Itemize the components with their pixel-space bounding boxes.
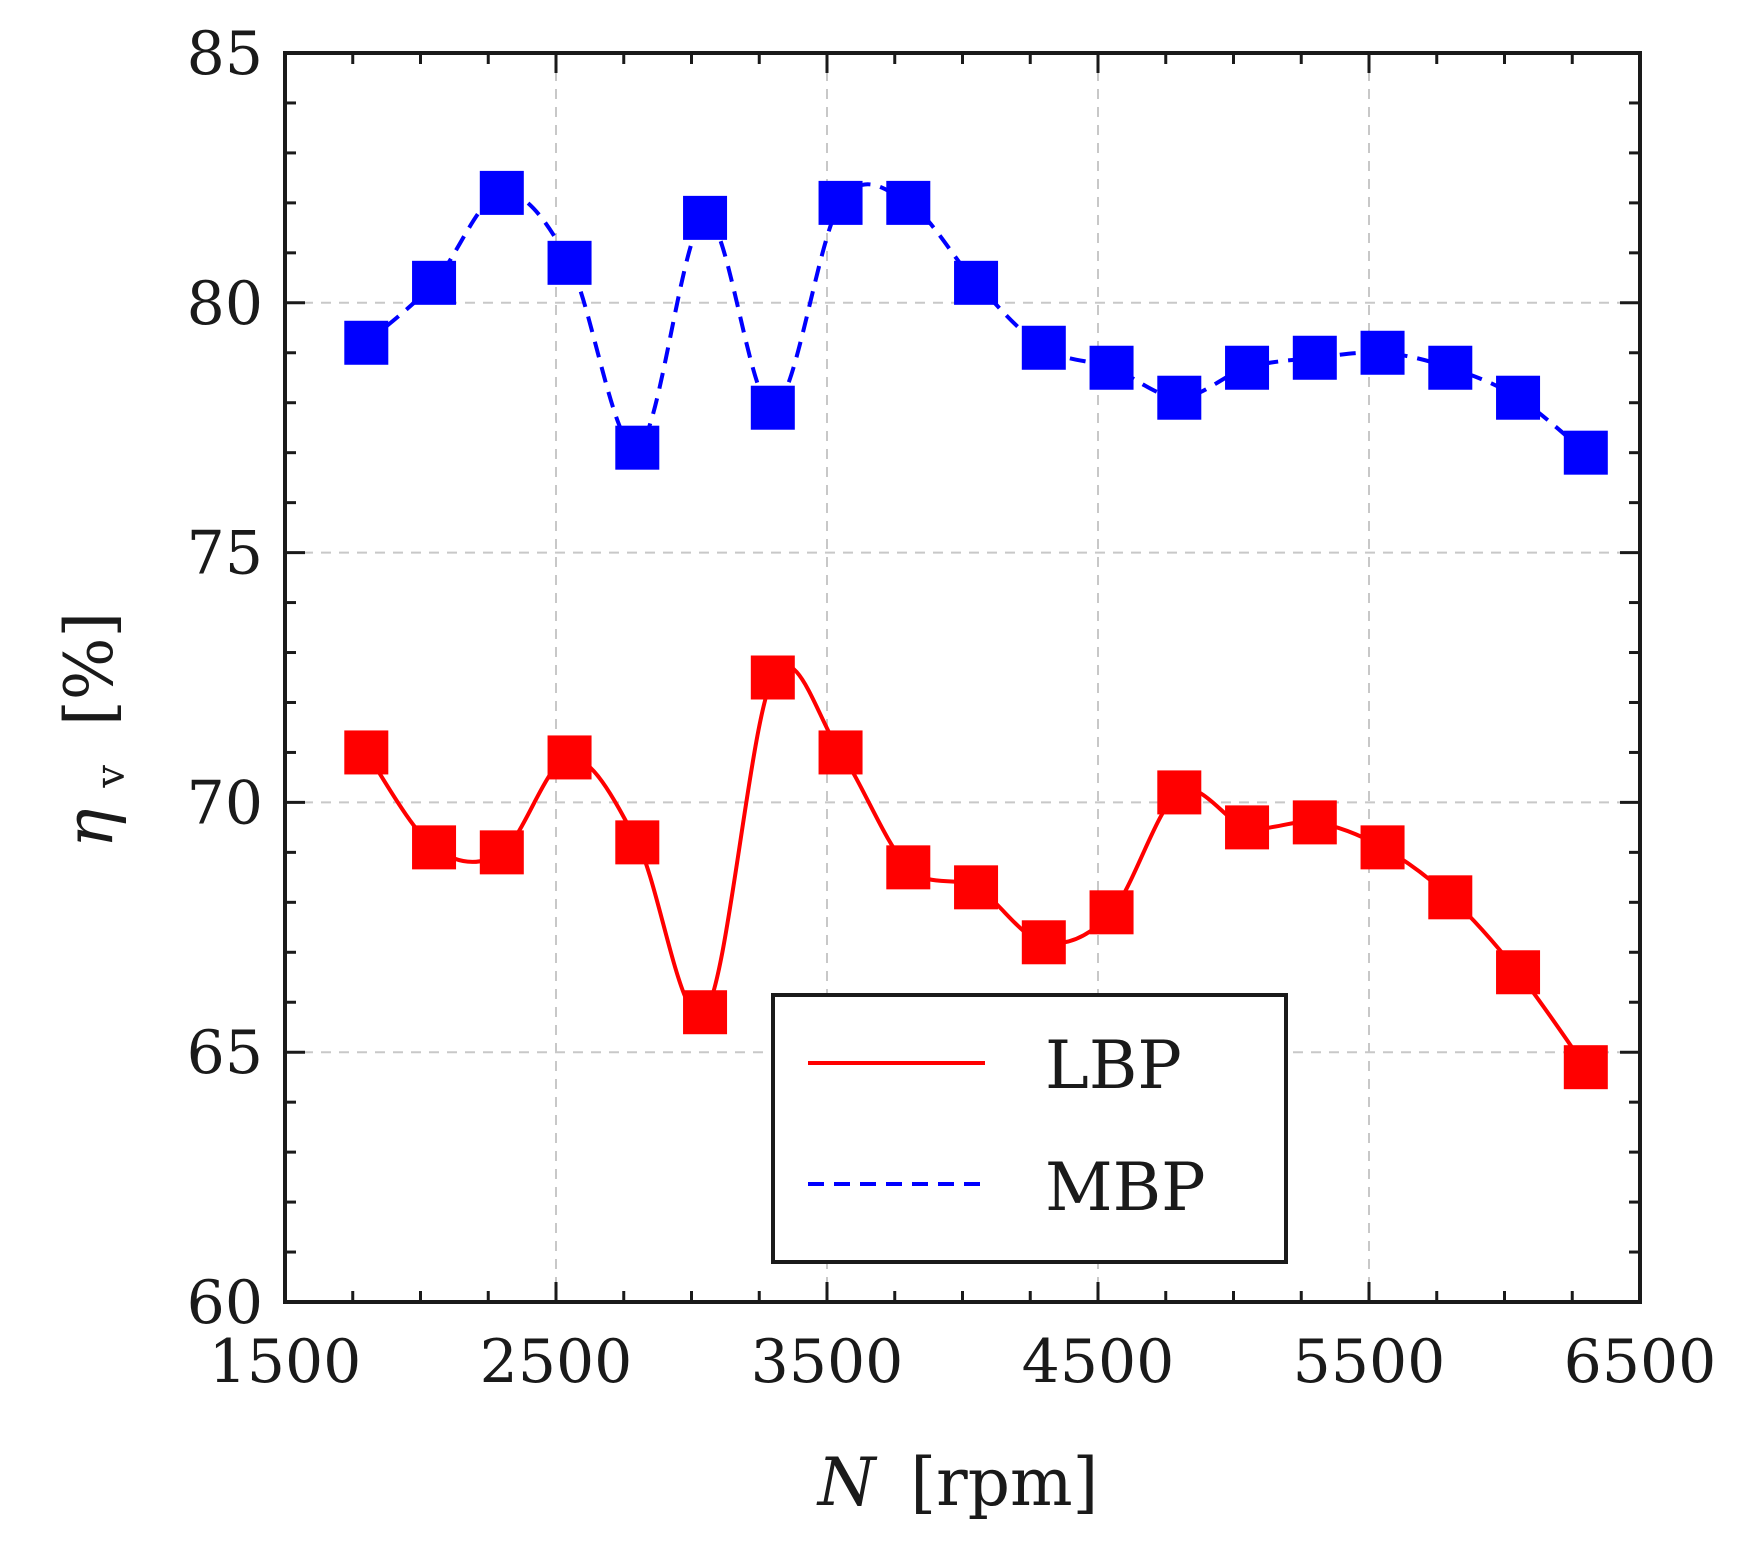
- data-point-mbp: [412, 260, 457, 305]
- x-axis-variable: N: [816, 1444, 878, 1521]
- data-point-mbp: [547, 240, 592, 285]
- data-point-mbp: [818, 180, 863, 225]
- data-point-mbp: [1428, 345, 1473, 390]
- y-tick-label: 65: [187, 1018, 263, 1088]
- legend: LBP MBP: [771, 993, 1288, 1264]
- grid: [285, 53, 1640, 1302]
- data-point-lbp: [1157, 770, 1202, 815]
- data-point-lbp: [1021, 920, 1066, 965]
- data-point-lbp: [615, 820, 660, 865]
- legend-label-lbp: LBP: [1045, 1027, 1182, 1104]
- x-tick-label: 5500: [1293, 1327, 1446, 1397]
- x-tick-label: 3500: [751, 1327, 904, 1397]
- data-point-lbp: [1292, 800, 1337, 845]
- y-tick-label: 85: [187, 19, 263, 89]
- data-point-lbp: [1496, 950, 1541, 995]
- data-point-lbp: [1225, 805, 1270, 850]
- x-tick-label: 2500: [480, 1327, 633, 1397]
- data-point-mbp: [344, 320, 389, 365]
- x-axis-label: N [rpm]: [816, 1444, 1099, 1521]
- data-point-lbp: [818, 730, 863, 775]
- legend-box: [771, 993, 1288, 1264]
- data-point-mbp: [886, 180, 931, 225]
- y-axis-label: η v [%]: [51, 612, 140, 848]
- data-point-lbp: [750, 655, 795, 700]
- data-point-mbp: [683, 195, 728, 240]
- plot-series: [344, 170, 1608, 1090]
- data-point-lbp: [547, 735, 592, 780]
- data-point-lbp: [1563, 1045, 1608, 1090]
- data-point-mbp: [1360, 330, 1405, 375]
- data-point-lbp: [683, 990, 728, 1035]
- y-tick-label: 75: [187, 519, 263, 589]
- data-point-lbp: [1360, 825, 1405, 870]
- axes: 1500 2500 3500 4500 5500 6500 60 65 70 75 80 85: [187, 19, 1717, 1397]
- data-point-mbp: [1496, 375, 1541, 420]
- data-point-mbp: [1225, 345, 1270, 390]
- y-axis-unit: [%]: [51, 612, 128, 726]
- data-point-lbp: [886, 845, 931, 890]
- y-axis-subscript: v: [88, 765, 134, 789]
- plot-frame: [283, 51, 1642, 1304]
- data-point-mbp: [615, 425, 660, 470]
- data-point-mbp: [1563, 430, 1608, 475]
- data-point-lbp: [412, 825, 457, 870]
- data-point-mbp: [750, 385, 795, 430]
- x-tick-label: 4500: [1022, 1327, 1175, 1397]
- y-tick-label: 70: [187, 768, 263, 838]
- y-axis-variable: η: [51, 809, 128, 849]
- data-point-mbp: [1021, 325, 1066, 370]
- y-tick-label: 60: [187, 1268, 263, 1338]
- series-line-mbp: [364, 182, 1588, 455]
- data-point-mbp: [1089, 345, 1134, 390]
- data-point-lbp: [1428, 875, 1473, 920]
- data-point-lbp: [479, 830, 524, 875]
- data-point-lbp: [344, 730, 389, 775]
- data-point-mbp: [479, 170, 524, 215]
- x-tick-label: 6500: [1564, 1327, 1717, 1397]
- x-tick-label: 1500: [209, 1327, 362, 1397]
- data-point-mbp: [1292, 335, 1337, 380]
- x-axis-unit: [rpm]: [910, 1444, 1098, 1521]
- legend-label-mbp: MBP: [1045, 1149, 1206, 1226]
- y-tick-label: 80: [187, 269, 263, 339]
- data-point-lbp: [1089, 890, 1134, 935]
- data-point-mbp: [954, 260, 999, 305]
- data-point-lbp: [954, 865, 999, 910]
- data-point-mbp: [1157, 375, 1202, 420]
